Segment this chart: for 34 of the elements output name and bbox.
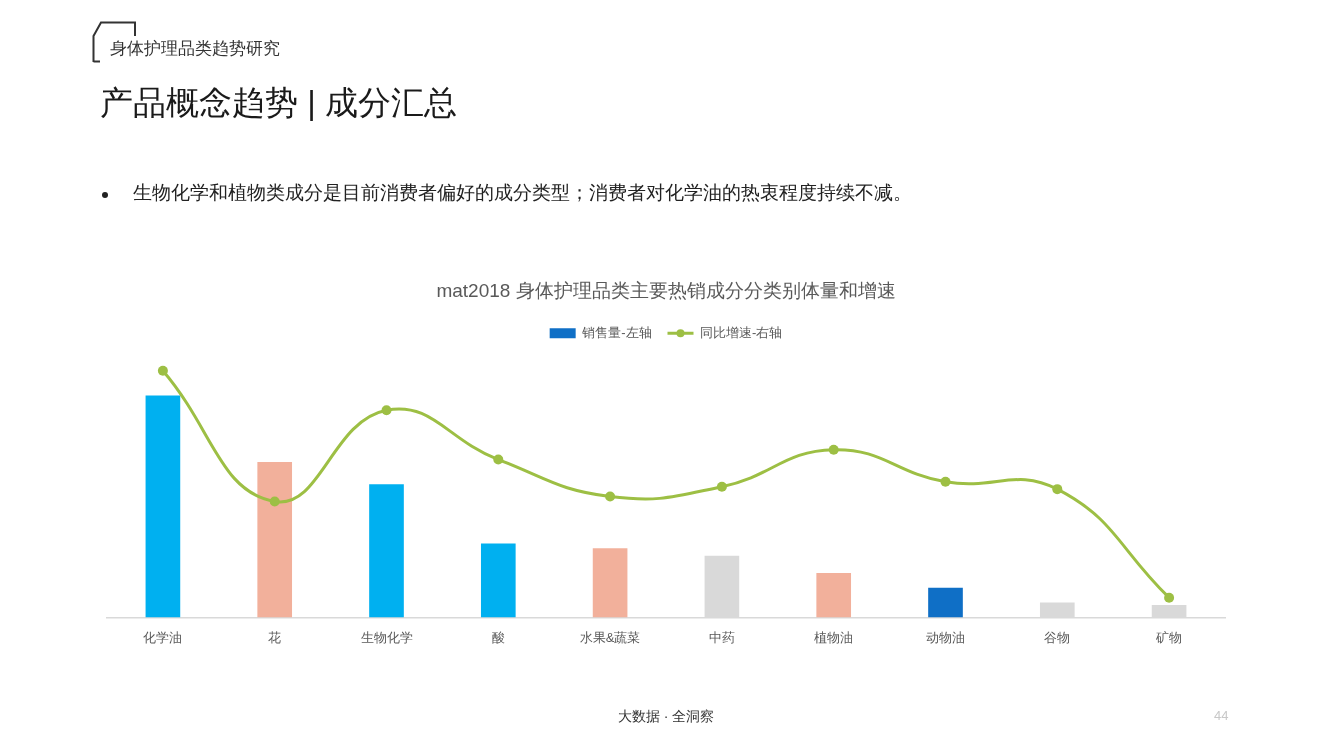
bar [145, 395, 181, 618]
x-tick-label: 植物油 [814, 629, 854, 645]
point [493, 454, 504, 465]
point [1164, 592, 1175, 603]
bar [816, 573, 852, 618]
text: 生物化学和植物类成分是目前消费者偏好的成分类型；消费者对化学油的热衷程度持续不减。 [133, 182, 912, 205]
bar [369, 484, 404, 618]
x-tick-label: 谷物 [1044, 629, 1071, 645]
point [828, 444, 839, 455]
x-tick-label: 酸 [491, 629, 505, 645]
point [381, 405, 392, 416]
legend-label: 同比增速-右轴 [700, 324, 783, 340]
point [1052, 484, 1063, 495]
point [269, 496, 280, 507]
text: 身体护理品类趋势研究 [110, 39, 280, 60]
legend-label: 销售量-左轴 [581, 324, 652, 340]
text: 大数据 · 全洞察 [617, 708, 715, 725]
x-tick-label: 中药 [708, 629, 735, 645]
x-tick-label: 矿物 [1155, 629, 1183, 645]
text: 产品概念趋势 | 成分汇总 [100, 83, 457, 123]
x-tick-label: 动物油 [926, 629, 965, 645]
bar [928, 587, 963, 618]
bar [480, 543, 516, 618]
x-tick-label: 水果&蔬菜 [579, 629, 641, 645]
x-tick-label: 生物化学 [360, 629, 413, 645]
point [716, 481, 727, 492]
bar [592, 548, 628, 618]
point [605, 491, 616, 502]
chart-title: mat2018 身体护理品类主要热销成分分类别体量和增速 [436, 279, 896, 301]
x-tick-label: 化学油 [143, 629, 183, 645]
bar [257, 462, 293, 618]
point [940, 476, 951, 487]
x-tick-label: 花 [268, 629, 282, 645]
point [157, 365, 168, 376]
